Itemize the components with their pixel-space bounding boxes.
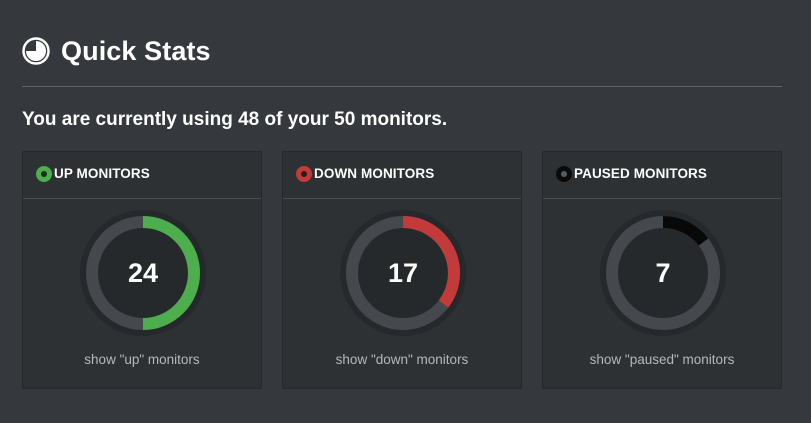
paused-monitors-card-header: PAUSED MONITORS <box>543 152 781 199</box>
down-monitors-card: DOWN MONITORS 17 show "down" monitors <box>282 151 522 389</box>
paused-monitors-gauge <box>600 210 726 336</box>
down-monitors-gauge <box>340 210 466 336</box>
usage-summary: You are currently using 48 of your 50 mo… <box>22 109 448 130</box>
status-paused-icon <box>556 166 572 182</box>
paused-gauge-arc <box>662 216 709 246</box>
status-down-icon <box>296 166 312 182</box>
up-gauge-shadow <box>80 210 206 336</box>
show-paused-monitors-link[interactable]: show "paused" monitors <box>589 352 735 367</box>
paused-monitors-ring: 7 <box>599 209 727 337</box>
up-monitors-gauge <box>80 210 206 336</box>
paused-monitors-title: PAUSED MONITORS <box>574 166 708 181</box>
down-gauge-arc <box>402 216 460 308</box>
status-up-icon <box>36 166 52 182</box>
up-monitors-title: UP MONITORS <box>54 166 150 181</box>
up-monitors-card-header: UP MONITORS <box>23 152 261 199</box>
up-monitors-card: UP MONITORS 24 show "up" monitors <box>22 151 262 389</box>
up-gauge-arc <box>142 216 200 330</box>
paused-gauge-shadow <box>600 210 726 336</box>
down-monitors-title: DOWN MONITORS <box>314 166 435 181</box>
page-title: Quick Stats <box>61 35 211 66</box>
pie-chart-icon <box>22 37 50 65</box>
paused-gauge-track <box>606 216 720 330</box>
up-monitors-count: 24 <box>127 258 159 288</box>
paused-monitors-card: PAUSED MONITORS 7 show "paused" monitors <box>542 151 782 389</box>
show-up-monitors-link[interactable]: show "up" monitors <box>84 352 200 367</box>
down-gauge-shadow <box>340 210 466 336</box>
quick-stats-header: Quick Stats <box>22 34 211 68</box>
header-divider <box>22 86 782 87</box>
down-monitors-count: 17 <box>387 258 419 288</box>
down-monitors-ring: 17 <box>339 209 467 337</box>
up-monitors-ring: 24 <box>79 209 207 337</box>
down-monitors-card-header: DOWN MONITORS <box>283 152 521 199</box>
paused-monitors-count: 7 <box>655 258 671 288</box>
show-down-monitors-link[interactable]: show "down" monitors <box>335 352 469 367</box>
